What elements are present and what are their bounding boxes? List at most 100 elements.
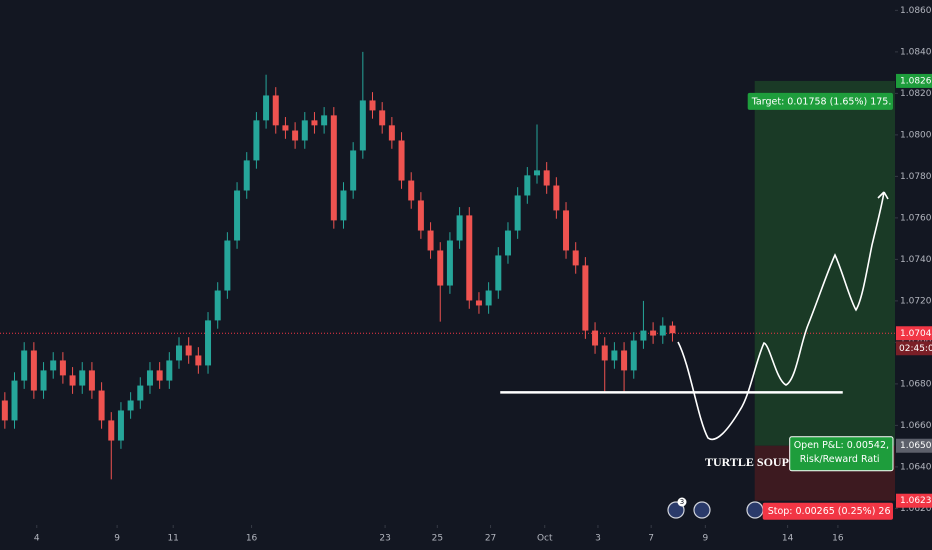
candle-body [669, 325, 676, 334]
x-tick-label: 25 [432, 534, 443, 544]
candle-body [534, 170, 540, 176]
annotation: TURTLE SOUP S [705, 455, 798, 469]
candle-body [601, 345, 608, 361]
candle-body [108, 420, 115, 441]
y-tick-label: 1.07200 [900, 296, 932, 306]
candle-body [321, 115, 328, 126]
candle-body [466, 215, 473, 301]
candle-body [514, 195, 521, 231]
candle-body [272, 95, 279, 126]
labels-layer: 1.08600 1.08400 1.08200 1.08000 1.07800 1.076… [34, 6, 932, 544]
candle-body [495, 255, 502, 291]
y-tick-label: 1.07800 [900, 172, 932, 182]
position-layer [0, 80, 895, 501]
x-tick-label: 4 [34, 534, 40, 544]
candle-body [417, 200, 424, 231]
y-tick-label: 1.07600 [900, 213, 932, 223]
candle-body [224, 240, 231, 291]
hand-drawn-path [677, 191, 889, 441]
candle-body [243, 160, 250, 191]
candle-body [582, 265, 589, 331]
x-tick-label: 7 [648, 534, 654, 544]
candle-body [572, 250, 579, 266]
event-badge [677, 497, 687, 507]
event-icons: 3 [667, 497, 764, 519]
event-icon [693, 501, 711, 519]
x-tick-label: 23 [379, 534, 390, 544]
candle-body [427, 230, 434, 251]
x-tick-label: 14 [782, 534, 794, 544]
candle-body [59, 360, 66, 376]
candle-body [79, 370, 86, 386]
candle-body [359, 100, 366, 151]
candle-body [30, 350, 37, 391]
candle-body [398, 140, 405, 181]
event-icon [746, 501, 764, 519]
candle-body [185, 345, 192, 356]
candle-body [563, 210, 570, 251]
entry-price-label-box [896, 438, 932, 453]
candle-body [146, 370, 153, 386]
candle-body [40, 370, 47, 391]
x-tick-label: 27 [485, 534, 496, 544]
stop-price-label-box [896, 493, 932, 508]
current-price-label: 1.07044 [900, 329, 932, 339]
candle-body [98, 390, 105, 421]
candle-body [621, 350, 628, 371]
candle-body [311, 120, 318, 126]
candle-body [50, 360, 57, 371]
candle-body [630, 340, 637, 371]
x-tick-label: 3 [595, 534, 601, 544]
y-tick-label: 1.06400 [900, 462, 932, 472]
ratio-label: Risk/Reward Rati [800, 454, 880, 465]
candle-body [456, 215, 463, 241]
stop-label: Stop: 0.00265 (0.25%) 26 [768, 506, 891, 517]
candle-body [524, 175, 531, 196]
candle-body [301, 120, 308, 141]
candle-body [195, 355, 202, 366]
candle-body [437, 250, 444, 286]
candle-body [11, 380, 18, 421]
candle-body [446, 240, 453, 286]
candle-body [504, 230, 511, 256]
y-tick-label: 1.08600 [900, 6, 932, 16]
y-tick-label: 1.08000 [900, 130, 932, 140]
pnl-label-box [789, 436, 894, 472]
x-tick-label: 11 [167, 534, 178, 544]
candle-body [553, 185, 560, 211]
candle-body [263, 95, 270, 121]
target-price-label: 1.08260 [900, 76, 932, 86]
candle-body [214, 290, 221, 321]
x-tick-label: 16 [832, 534, 844, 544]
x-tick-label: 9 [702, 534, 708, 544]
candle-body [88, 370, 95, 391]
candle-body [330, 115, 337, 221]
y-tick-label: 1.08200 [900, 89, 932, 99]
candle-body [69, 375, 76, 386]
candle-body [369, 100, 376, 111]
target-label-box [747, 92, 893, 110]
y-tick-label: 1.07400 [900, 255, 932, 265]
y-tick-label: 1.08400 [900, 47, 932, 57]
target-label: Target: 0.01758 (1.65%) 175. [751, 96, 892, 107]
stop-label-box [762, 502, 893, 520]
current-price-label-box [896, 326, 932, 341]
candle-body [156, 370, 163, 381]
entry-price-label: 1.06502 [900, 441, 932, 451]
candle-body [408, 180, 415, 201]
candle-body [1, 400, 8, 421]
x-tick-label: Oct [537, 534, 553, 544]
candle-body [205, 320, 212, 366]
target-zone [754, 80, 895, 446]
candle-body [137, 385, 144, 401]
candle-body [253, 120, 260, 161]
candle-body [350, 150, 357, 191]
y-tick-label: 1.06800 [900, 379, 932, 389]
candle-body [659, 325, 666, 336]
candle-body [640, 330, 647, 341]
candle-body [650, 330, 657, 336]
pnl-label: Open P&L: 0.00542, [794, 440, 889, 451]
candle-body [282, 125, 289, 131]
candle-body [592, 330, 599, 346]
